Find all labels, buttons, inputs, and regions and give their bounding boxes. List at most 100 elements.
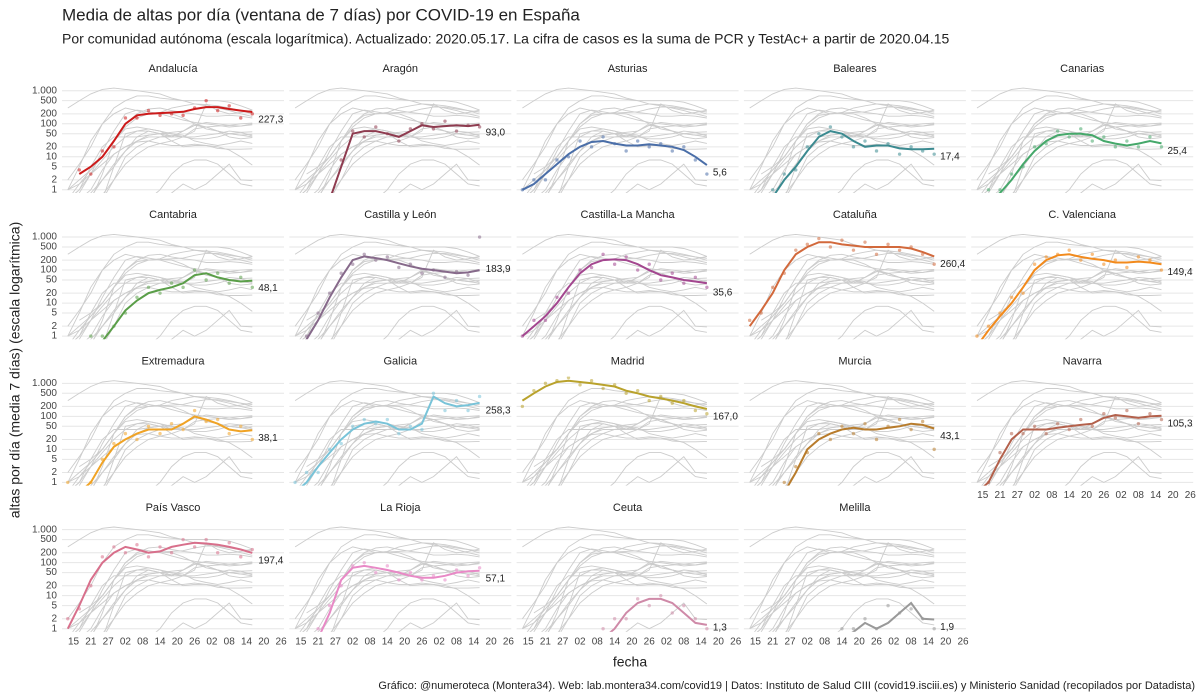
end-label: 38,1	[258, 433, 278, 444]
data-point	[589, 379, 594, 383]
background-line	[610, 452, 707, 486]
background-line	[78, 402, 253, 486]
background-line	[775, 126, 935, 193]
data-point	[466, 273, 470, 277]
data-point	[635, 597, 640, 601]
x-tick-label: 08	[1046, 490, 1058, 501]
data-point	[1102, 262, 1106, 266]
data-point	[747, 318, 752, 323]
series-line	[78, 106, 253, 175]
data-point	[112, 145, 116, 149]
y-axis-label: altas por día (media 7 días) (escala log…	[7, 222, 23, 518]
data-point	[227, 431, 231, 436]
background-line	[976, 95, 1162, 181]
y-tick-label: 1	[51, 623, 57, 634]
series-line	[301, 395, 480, 486]
data-point	[339, 441, 343, 446]
data-point	[158, 545, 162, 549]
background-line	[67, 241, 253, 327]
x-tick-label: 20	[258, 637, 270, 648]
y-tick-label: 10	[46, 151, 58, 162]
background-line	[1002, 419, 1162, 486]
data-point	[89, 334, 93, 338]
background-line	[79, 399, 253, 467]
background-line	[1064, 305, 1162, 340]
panel-title: Asturias	[608, 63, 648, 75]
end-label: 167,0	[713, 412, 738, 423]
plot-area	[294, 87, 482, 193]
y-tick-label: 20	[46, 434, 58, 445]
data-point	[624, 391, 628, 395]
plot-area	[66, 526, 254, 632]
series-line	[774, 130, 935, 193]
data-point	[420, 271, 424, 275]
data-point	[1032, 424, 1037, 429]
data-point	[794, 464, 798, 469]
x-tick-label: 20	[854, 637, 866, 648]
y-tick-label: 500	[40, 95, 57, 106]
background-line	[155, 305, 253, 340]
panel-title: Andalucía	[149, 63, 199, 75]
background-line	[398, 602, 480, 632]
data-point	[351, 262, 355, 266]
x-tick-label: 14	[923, 637, 935, 648]
data-point	[693, 158, 698, 162]
data-point	[431, 391, 436, 395]
background-line	[67, 388, 253, 473]
data-point	[909, 145, 913, 149]
x-tick-label: 08	[678, 637, 690, 648]
y-tick-label: 1.000	[32, 378, 57, 389]
background-line	[72, 400, 253, 486]
background-line	[560, 130, 708, 193]
background-line	[529, 268, 707, 340]
y-tick-label: 200	[40, 547, 57, 558]
background-line	[67, 380, 253, 410]
background-line	[320, 272, 480, 340]
data-point	[316, 470, 320, 475]
data-point	[543, 318, 548, 323]
background-line	[852, 456, 935, 486]
x-tick-label: 21	[85, 637, 97, 648]
x-tick-label: 14	[609, 637, 621, 648]
background-line	[987, 402, 1162, 486]
data-point	[909, 607, 913, 611]
background-line	[1064, 452, 1162, 486]
data-point	[1136, 421, 1141, 426]
background-line	[775, 565, 935, 632]
plot-area	[520, 87, 709, 193]
x-tick-label: 15	[977, 490, 989, 501]
y-tick-label: 2	[51, 175, 57, 186]
background-line	[529, 560, 707, 632]
panel	[289, 233, 512, 340]
data-point	[635, 139, 640, 143]
data-point	[1113, 416, 1118, 420]
background-line	[170, 309, 253, 340]
data-point	[1125, 265, 1129, 270]
data-point	[135, 542, 139, 547]
data-point	[100, 555, 105, 559]
data-point	[123, 116, 128, 120]
data-point	[215, 108, 220, 113]
background-line	[547, 419, 707, 486]
background-line	[320, 130, 480, 193]
background-line	[760, 255, 935, 340]
background-line	[382, 159, 480, 193]
data-point	[192, 268, 197, 272]
background-line	[610, 305, 707, 340]
data-point	[705, 285, 709, 290]
data-point	[635, 268, 640, 272]
data-point	[339, 158, 343, 162]
panel	[289, 87, 512, 193]
data-point	[215, 551, 220, 555]
background-line	[981, 107, 1162, 193]
series-line	[521, 379, 708, 410]
x-tick-label: 08	[906, 637, 918, 648]
plot-area	[521, 526, 709, 632]
background-line	[170, 602, 253, 632]
panel	[289, 526, 512, 632]
background-line	[529, 103, 707, 193]
data-point	[863, 139, 867, 143]
background-line	[302, 249, 480, 340]
series-line	[521, 139, 708, 191]
data-point	[1159, 417, 1164, 422]
